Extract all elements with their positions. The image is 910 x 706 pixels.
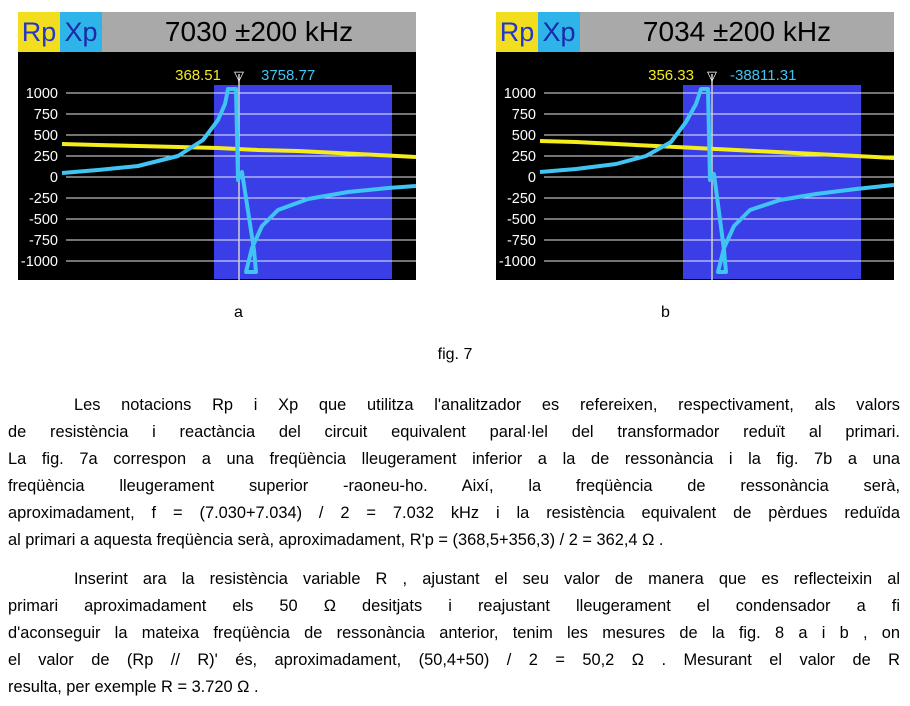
analyzer-screenshot-a: Rp Xp 7030 ±200 kHz ▽ 368.51 3758.77 100…: [18, 12, 416, 280]
y-tick-label: 1000: [504, 86, 536, 102]
text-line: de resistència i reactància del circuit …: [8, 423, 900, 441]
subcaption-a: a: [234, 304, 243, 321]
y-tick-label: 750: [34, 107, 58, 123]
marker-symbol: ▽: [234, 69, 244, 84]
text-line: freqüència lleugerament superior -raoneu…: [8, 477, 900, 495]
y-tick-label: 0: [50, 170, 58, 186]
text-line: al primari a aquesta freqüència serà, ap…: [8, 531, 664, 549]
text-line: aproximadament, f = (7.030+7.034) / 2 = …: [8, 504, 900, 522]
y-tick-label: 750: [512, 107, 536, 123]
readout-xp: 3758.77: [261, 67, 315, 84]
text-line: d'aconseguir la mateixa freqüència de re…: [8, 624, 900, 642]
text-line: el valor de (Rp // R)' és, aproximadamen…: [8, 651, 900, 669]
xp-trace: [61, 87, 416, 274]
tab-rp: Rp: [496, 12, 538, 52]
text-line: Les notacions Rp i Xp que utilitza l'ana…: [74, 396, 900, 414]
y-tick-label: 250: [34, 149, 58, 165]
text-line: primari aproximadament els 50 Ω desitjat…: [8, 597, 900, 615]
y-axis-labels: 1000 750 500 250 0 -250 -500 -750 -1000: [499, 86, 536, 270]
analyzer-header: Rp Xp 7034 ±200 kHz: [496, 12, 894, 52]
subcaption-b: b: [661, 304, 670, 321]
paragraph-notation: Les notacions Rp i Xp que utilitza l'ana…: [8, 392, 900, 554]
y-tick-label: -250: [29, 191, 58, 207]
y-tick-label: 500: [34, 128, 58, 144]
y-axis-labels: 1000 750 500 250 0 -250 -500 -750 -1000: [21, 86, 58, 270]
figure-caption: fig. 7: [437, 346, 473, 363]
frequency-label: 7034 ±200 kHz: [580, 12, 894, 52]
readout-xp: -38811.31: [730, 67, 796, 84]
rp-trace: [539, 139, 894, 160]
y-tick-label: -250: [507, 191, 536, 207]
xp-trace: [539, 87, 894, 274]
y-tick-label: -1000: [499, 254, 536, 270]
y-tick-label: 500: [512, 128, 536, 144]
y-tick-label: -500: [29, 212, 58, 228]
frequency-label: 7030 ±200 kHz: [102, 12, 416, 52]
analyzer-header: Rp Xp 7030 ±200 kHz: [18, 12, 416, 52]
marker-symbol: ▽: [707, 69, 717, 84]
paragraph-resistance: Inserint ara la resistència variable R ,…: [8, 566, 900, 701]
y-tick-label: -1000: [21, 254, 58, 270]
y-tick-label: -500: [507, 212, 536, 228]
tab-xp: Xp: [538, 12, 580, 52]
analyzer-screenshot-b: Rp Xp 7034 ±200 kHz ▽ 356.33 -38811.31 1…: [496, 12, 894, 280]
text-line: La fig. 7a correspon a una freqüència ll…: [8, 450, 900, 468]
readout-rp: 368.51: [175, 67, 221, 84]
y-tick-label: 1000: [26, 86, 58, 102]
y-tick-label: -750: [507, 233, 536, 249]
readout-rp: 356.33: [648, 67, 694, 84]
impedance-plot: ▽ 368.51 3758.77 1000 750 500 250 0 -250…: [21, 67, 416, 280]
y-tick-label: 250: [512, 149, 536, 165]
tab-xp: Xp: [60, 12, 102, 52]
impedance-plot: ▽ 356.33 -38811.31 1000 750 500 250 0 -2…: [499, 67, 894, 280]
tab-rp: Rp: [18, 12, 60, 52]
y-tick-label: 0: [528, 170, 536, 186]
y-tick-label: -750: [29, 233, 58, 249]
grid-lines: [66, 92, 416, 262]
text-line: resulta, per exemple R = 3.720 Ω .: [8, 678, 259, 696]
text-line: Inserint ara la resistència variable R ,…: [74, 570, 900, 588]
